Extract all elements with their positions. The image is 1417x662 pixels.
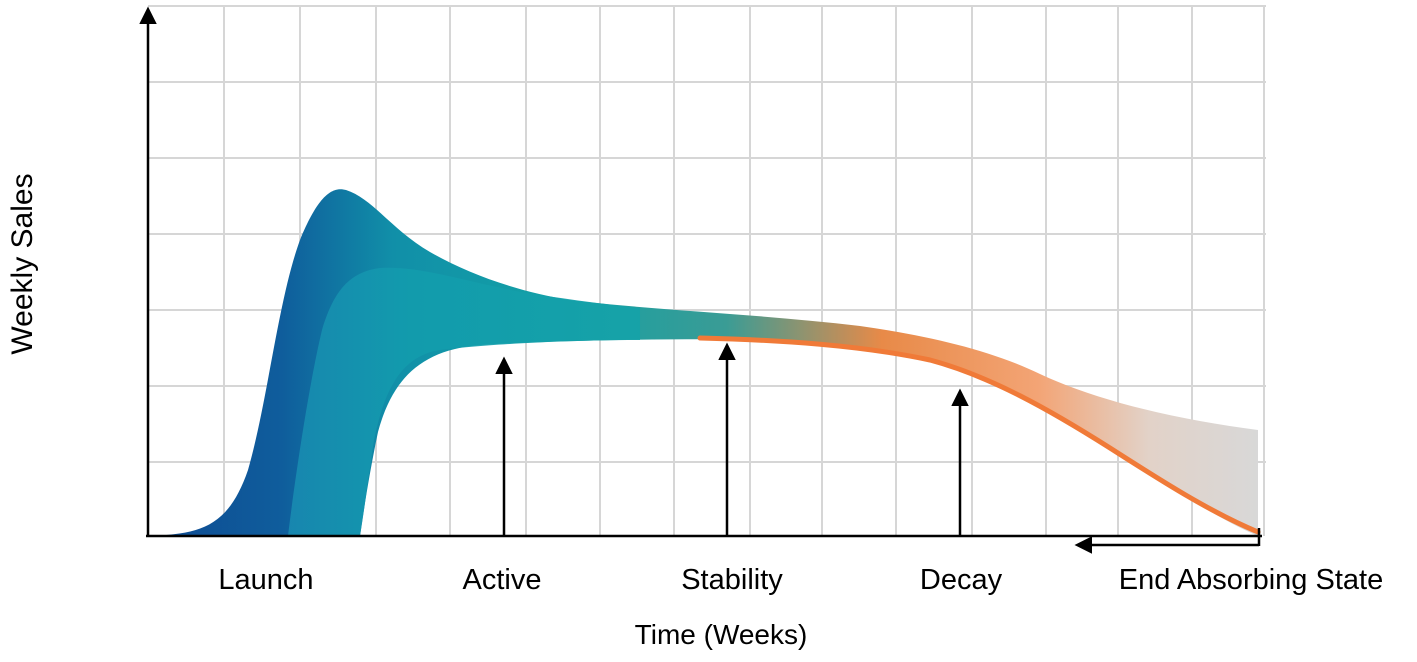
stage-label-end-absorbing-state: End Absorbing State xyxy=(1119,564,1383,596)
launch-inner-area xyxy=(288,267,640,536)
decay-edge-line xyxy=(697,335,1261,535)
stage-arrows xyxy=(495,342,1259,554)
stage-labels: Launch Active Stability Decay End Absorb… xyxy=(218,564,1383,596)
stage-label-stability: Stability xyxy=(681,564,783,596)
stage-label-launch: Launch xyxy=(218,564,313,596)
stage-label-active: Active xyxy=(463,564,542,596)
x-axis-title: Time (Weeks) xyxy=(635,619,808,650)
axes xyxy=(139,6,1262,546)
stage-label-decay: Decay xyxy=(920,564,1003,596)
y-axis-title: Weekly Sales xyxy=(6,173,39,354)
